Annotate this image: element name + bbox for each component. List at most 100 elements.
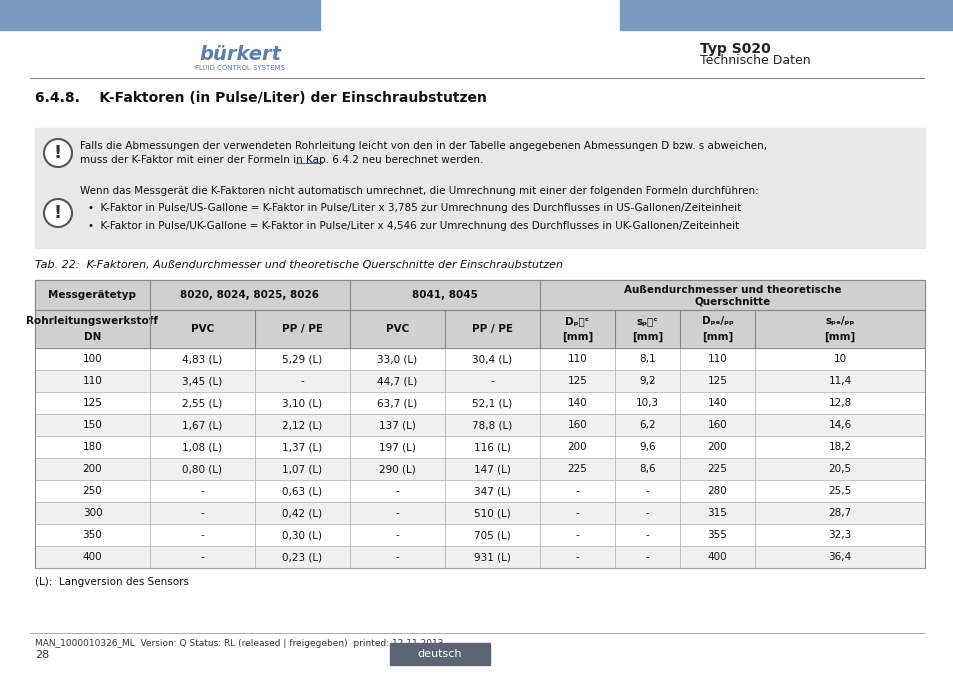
Bar [35, 310, 924, 348]
Text: 1,37 (L): 1,37 (L) [282, 442, 322, 452]
Text: PP / PE: PP / PE [282, 324, 323, 334]
Text: 197 (L): 197 (L) [378, 442, 416, 452]
Bar [35, 348, 924, 370]
Text: 250: 250 [83, 486, 102, 496]
Text: [mm]: [mm] [561, 332, 593, 342]
Text: Rohrleitungswerkstoff: Rohrleitungswerkstoff [27, 316, 158, 326]
Text: Messgerätetyp: Messgerätetyp [49, 290, 136, 300]
Text: 180: 180 [83, 442, 102, 452]
Text: 32,3: 32,3 [827, 530, 851, 540]
Text: PVC: PVC [385, 324, 409, 334]
Text: 125: 125 [567, 376, 587, 386]
Bar [35, 436, 924, 458]
Text: FLUID CONTROL SYSTEMS: FLUID CONTROL SYSTEMS [194, 65, 285, 71]
Text: 140: 140 [707, 398, 726, 408]
Text: 28: 28 [35, 650, 50, 660]
Text: 225: 225 [707, 464, 727, 474]
Text: Dₚₑ/ₚₚ: Dₚₑ/ₚₚ [700, 316, 733, 326]
Text: 400: 400 [707, 552, 726, 562]
Text: [mm]: [mm] [701, 332, 732, 342]
Bar [35, 280, 924, 310]
Text: 9,2: 9,2 [639, 376, 655, 386]
Text: Technische Daten: Technische Daten [700, 55, 810, 67]
Text: 3,45 (L): 3,45 (L) [182, 376, 222, 386]
Text: 400: 400 [83, 552, 102, 562]
Text: 125: 125 [83, 398, 102, 408]
Text: 11,4: 11,4 [827, 376, 851, 386]
Text: •  K-Faktor in Pulse/US-Gallone = K-Faktor in Pulse/Liter x 3,785 zur Umrechnung: • K-Faktor in Pulse/US-Gallone = K-Fakto… [88, 203, 740, 213]
Text: Typ S020: Typ S020 [700, 42, 770, 56]
Bar [35, 458, 924, 480]
Text: PVC: PVC [191, 324, 213, 334]
Text: 0,30 (L): 0,30 (L) [282, 530, 322, 540]
Bar [35, 524, 924, 546]
Text: 63,7 (L): 63,7 (L) [377, 398, 417, 408]
Text: -: - [395, 530, 399, 540]
Text: -: - [575, 552, 578, 562]
Bar [390, 643, 490, 665]
Text: Falls die Abmessungen der verwendeten Rohrleitung leicht von den in der Tabelle : Falls die Abmessungen der verwendeten Ro… [80, 141, 766, 151]
Text: 9,6: 9,6 [639, 442, 655, 452]
Text: DN: DN [84, 332, 101, 342]
Text: 20,5: 20,5 [827, 464, 851, 474]
Text: 0,63 (L): 0,63 (L) [282, 486, 322, 496]
Text: 350: 350 [83, 530, 102, 540]
Text: 8,6: 8,6 [639, 464, 655, 474]
Text: Wenn das Messgerät die K-Faktoren nicht automatisch umrechnet, die Umrechnung mi: Wenn das Messgerät die K-Faktoren nicht … [80, 186, 758, 196]
Bar [35, 128, 924, 178]
Text: deutsch: deutsch [417, 649, 462, 659]
Text: -: - [395, 508, 399, 518]
Text: 0,23 (L): 0,23 (L) [282, 552, 322, 562]
Text: 100: 100 [83, 354, 102, 364]
Bar [35, 414, 924, 436]
Text: !: ! [54, 204, 62, 222]
Text: 4,83 (L): 4,83 (L) [182, 354, 222, 364]
Text: 2,12 (L): 2,12 (L) [282, 420, 322, 430]
Bar [35, 392, 924, 414]
Text: 6.4.8.    K-Faktoren (in Pulse/Liter) der Einschraubstutzen: 6.4.8. K-Faktoren (in Pulse/Liter) der E… [35, 91, 486, 105]
Text: 6,2: 6,2 [639, 420, 655, 430]
Bar [35, 480, 924, 502]
Text: 8,1: 8,1 [639, 354, 655, 364]
Text: 110: 110 [707, 354, 726, 364]
Text: Querschnitte: Querschnitte [694, 297, 770, 307]
Text: 160: 160 [707, 420, 726, 430]
Bar [35, 178, 924, 248]
Text: 931 (L): 931 (L) [474, 552, 511, 562]
Circle shape [44, 139, 71, 167]
Text: •  K-Faktor in Pulse/UK-Gallone = K-Faktor in Pulse/Liter x 4,546 zur Umrechnung: • K-Faktor in Pulse/UK-Gallone = K-Fakto… [88, 221, 739, 231]
Text: Dₚᵜᶜ: Dₚᵜᶜ [565, 316, 589, 326]
Text: 1,07 (L): 1,07 (L) [282, 464, 322, 474]
Text: 25,5: 25,5 [827, 486, 851, 496]
Bar [35, 370, 924, 392]
Bar [0, 0, 319, 30]
Text: 110: 110 [83, 376, 102, 386]
Text: bürkert: bürkert [199, 46, 281, 65]
Text: 125: 125 [707, 376, 727, 386]
Text: 140: 140 [567, 398, 587, 408]
Text: -: - [200, 530, 204, 540]
Text: 52,1 (L): 52,1 (L) [472, 398, 512, 408]
Text: 0,42 (L): 0,42 (L) [282, 508, 322, 518]
Text: 137 (L): 137 (L) [378, 420, 416, 430]
Bar [619, 0, 953, 30]
Text: -: - [645, 486, 649, 496]
Text: sₚₑ/ₚₚ: sₚₑ/ₚₚ [824, 316, 854, 326]
Text: 280: 280 [707, 486, 726, 496]
Text: 355: 355 [707, 530, 727, 540]
Text: 160: 160 [567, 420, 587, 430]
Text: 36,4: 36,4 [827, 552, 851, 562]
Text: 200: 200 [567, 442, 587, 452]
Text: 2,55 (L): 2,55 (L) [182, 398, 222, 408]
Text: 33,0 (L): 33,0 (L) [377, 354, 417, 364]
Text: Außendurchmesser und theoretische: Außendurchmesser und theoretische [623, 285, 841, 295]
Text: -: - [490, 376, 494, 386]
Text: [mm]: [mm] [823, 332, 855, 342]
Text: Tab. 22:  K-Faktoren, Außendurchmesser und theoretische Querschnitte der Einschr: Tab. 22: K-Faktoren, Außendurchmesser un… [35, 260, 562, 270]
Text: 14,6: 14,6 [827, 420, 851, 430]
Text: -: - [300, 376, 304, 386]
Text: 30,4 (L): 30,4 (L) [472, 354, 512, 364]
Bar [35, 502, 924, 524]
Text: -: - [200, 486, 204, 496]
Text: 110: 110 [567, 354, 587, 364]
